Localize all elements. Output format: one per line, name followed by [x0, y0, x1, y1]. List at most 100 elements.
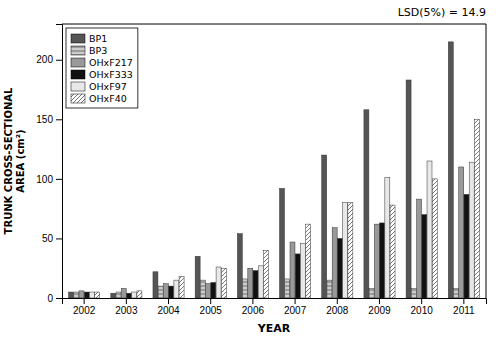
legend-item: BP1 [71, 33, 107, 44]
bar [126, 293, 131, 298]
y-tick-label: 100 [36, 174, 53, 185]
x-tick: 2004 [157, 298, 180, 316]
x-tick-mark [421, 298, 422, 304]
y-tick: 100 [36, 174, 62, 185]
bar [322, 155, 327, 298]
y-tick: 50 [42, 233, 62, 244]
bar [74, 292, 79, 298]
bar [474, 119, 479, 298]
x-tick-label: 2011 [453, 305, 475, 316]
legend-label: BP1 [89, 33, 107, 44]
bar [95, 292, 100, 298]
annotation: LSD(5%) = 14.9 [398, 6, 486, 19]
bar [390, 205, 395, 298]
bar [90, 292, 95, 298]
bar [411, 288, 416, 298]
y-tick-label: 50 [42, 233, 54, 244]
bar [84, 292, 89, 298]
bar [364, 110, 369, 298]
y-tick: 200 [36, 54, 62, 65]
bar [206, 284, 211, 298]
legend-item: BP3 [71, 45, 107, 56]
x-tick-label: 2003 [115, 305, 138, 316]
bar [448, 42, 453, 298]
x-tick: 2005 [200, 298, 223, 316]
x-tick-label: 2004 [157, 305, 180, 316]
x-tick-mark [252, 298, 253, 304]
x-tick-label: 2006 [242, 305, 265, 316]
x-tick: 2006 [242, 298, 265, 316]
legend-swatch [71, 82, 85, 91]
bar [174, 280, 179, 298]
y-tick-mark [56, 238, 62, 239]
x-tick: 2010 [411, 298, 434, 316]
bar [243, 279, 248, 298]
bar [380, 223, 385, 298]
chart: 2002 2003 2004 2005 2006 2007 2008 2009 2010 2011… [0, 0, 500, 338]
x-tick-label: 2010 [411, 305, 434, 316]
bar [406, 80, 411, 298]
bar-series [90, 161, 475, 298]
x-tick-mark [84, 298, 85, 304]
bar [132, 292, 137, 298]
y-tick-label: 200 [36, 54, 53, 65]
x-axis-title: YEAR [257, 322, 291, 335]
x-tick: 2002 [73, 298, 96, 316]
bar [295, 254, 300, 298]
bar [69, 292, 74, 298]
bar-series [84, 194, 469, 298]
bar [285, 279, 290, 298]
bar [327, 280, 332, 298]
x-tick-label: 2008 [326, 305, 349, 316]
bar [137, 291, 142, 298]
y-tick: 0 [47, 293, 62, 304]
x-tick: 2008 [326, 298, 349, 316]
legend-item: OHxF333 [71, 69, 133, 80]
bar [306, 224, 311, 298]
y-tick-mark [56, 179, 62, 180]
x-tick-label: 2007 [284, 305, 307, 316]
y-tick-label: 0 [47, 293, 53, 304]
plot: 2002 2003 2004 2005 2006 2007 2008 2009 2010 2011… [3, 6, 487, 335]
legend-label: OHxF97 [89, 81, 127, 92]
bar [300, 243, 305, 298]
x-tick-mark [210, 298, 211, 304]
bar [385, 178, 390, 298]
bar [332, 228, 337, 298]
bar [79, 291, 84, 298]
x-tick-mark [126, 298, 127, 304]
x-tick-label: 2005 [200, 305, 223, 316]
bar [369, 288, 374, 298]
x-tick: 2007 [284, 298, 307, 316]
y-tick-mark [56, 119, 62, 120]
bar [195, 256, 200, 298]
bar [469, 162, 474, 298]
y-tick-mark [56, 60, 62, 61]
x-tick-mark [379, 298, 380, 304]
bar-series [95, 119, 480, 298]
bar [459, 167, 464, 298]
legend-label: OHxF217 [89, 57, 133, 68]
legend: BP1BP3OHxF217OHxF333OHxF97OHxF40 [66, 28, 138, 108]
bar [417, 199, 422, 298]
bar [427, 161, 432, 298]
bar [158, 286, 163, 298]
y-tick-mark [56, 298, 62, 299]
bar [280, 188, 285, 298]
legend-swatch [71, 58, 85, 67]
legend-swatch [71, 70, 85, 79]
bar [211, 283, 216, 298]
legend-item: OHxF217 [71, 57, 133, 68]
bar-series [79, 167, 464, 298]
legend-frame [66, 28, 138, 108]
y-tick: 150 [36, 114, 62, 125]
bar [263, 250, 268, 298]
legend-swatch [71, 94, 85, 103]
y-axis-title: TRUNK CROSS-SECTIONALAREA (cm²) [3, 87, 26, 234]
x-tick-mark [168, 298, 169, 304]
bar [258, 266, 263, 298]
legend-label: OHxF40 [89, 93, 127, 104]
bar [116, 292, 121, 298]
axis-line [63, 299, 487, 305]
x-tick: 2009 [368, 298, 391, 316]
